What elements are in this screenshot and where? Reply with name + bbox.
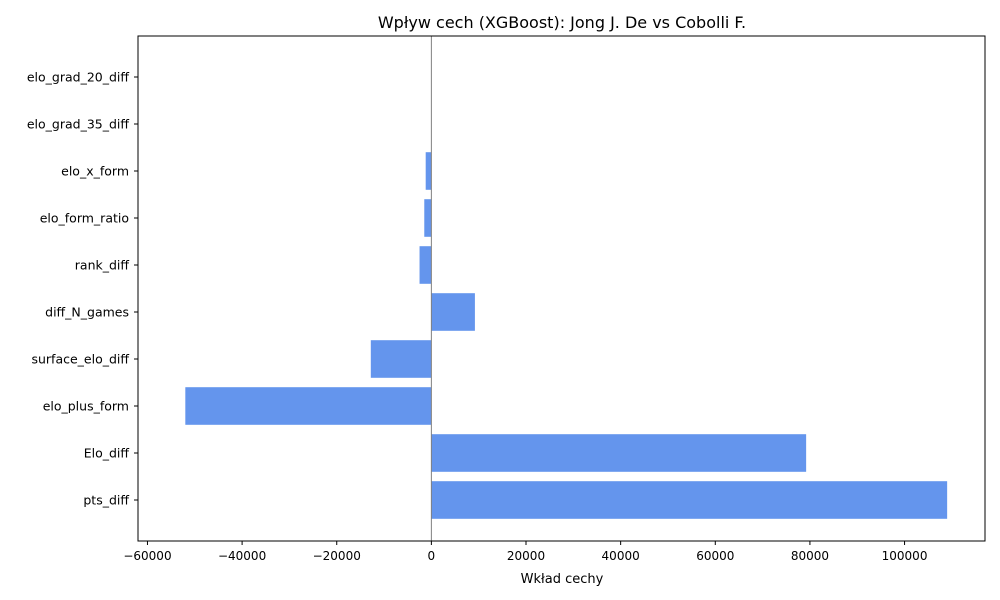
bar-Elo_diff: [431, 434, 807, 472]
x-tick-label: 40000: [602, 549, 640, 563]
y-tick-label: Elo_diff: [84, 446, 130, 461]
plot-frame: [137, 35, 986, 542]
bar-pts_diff: [431, 481, 948, 519]
y-tick-label: elo_x_form: [61, 164, 129, 179]
x-tick-label: −40000: [218, 549, 266, 563]
bar-rank_diff: [419, 246, 432, 284]
x-tick-label: 80000: [791, 549, 829, 563]
x-tick-label: −60000: [123, 549, 171, 563]
x-axis-label: Wkład cechy: [521, 572, 604, 587]
x-tick-label: 0: [428, 549, 436, 563]
y-tick-label: elo_grad_20_diff: [27, 70, 130, 85]
bar-elo_x_form: [425, 152, 432, 190]
y-tick-label: surface_elo_diff: [31, 352, 129, 367]
y-axis-ticks: elo_grad_20_diff elo_grad_35_diff elo_x_fo…: [27, 70, 138, 508]
y-tick-label: elo_grad_35_diff: [27, 117, 130, 132]
bar-elo_form_ratio: [424, 199, 432, 237]
y-tick-label: elo_form_ratio: [40, 211, 129, 226]
chart-title: Wpływ cech (XGBoost): Jong J. De vs Cobo…: [378, 13, 746, 32]
x-tick-label: 20000: [507, 549, 545, 563]
bar-elo_plus_form: [185, 387, 432, 425]
y-tick-label: rank_diff: [75, 258, 130, 273]
x-tick-label: 100000: [882, 549, 928, 563]
bar-diff_N_games: [431, 293, 475, 331]
x-axis-ticks: −60000 −40000 −20000 0 20000 40000 60000 80000 1…: [123, 541, 927, 563]
bars-group: [185, 152, 948, 519]
x-tick-label: 60000: [696, 549, 734, 563]
y-tick-label: elo_plus_form: [43, 399, 129, 414]
bar-surface_elo_diff: [370, 340, 432, 378]
x-tick-label: −20000: [313, 549, 361, 563]
y-tick-label: diff_N_games: [45, 305, 129, 320]
y-tick-label: pts_diff: [83, 493, 129, 508]
